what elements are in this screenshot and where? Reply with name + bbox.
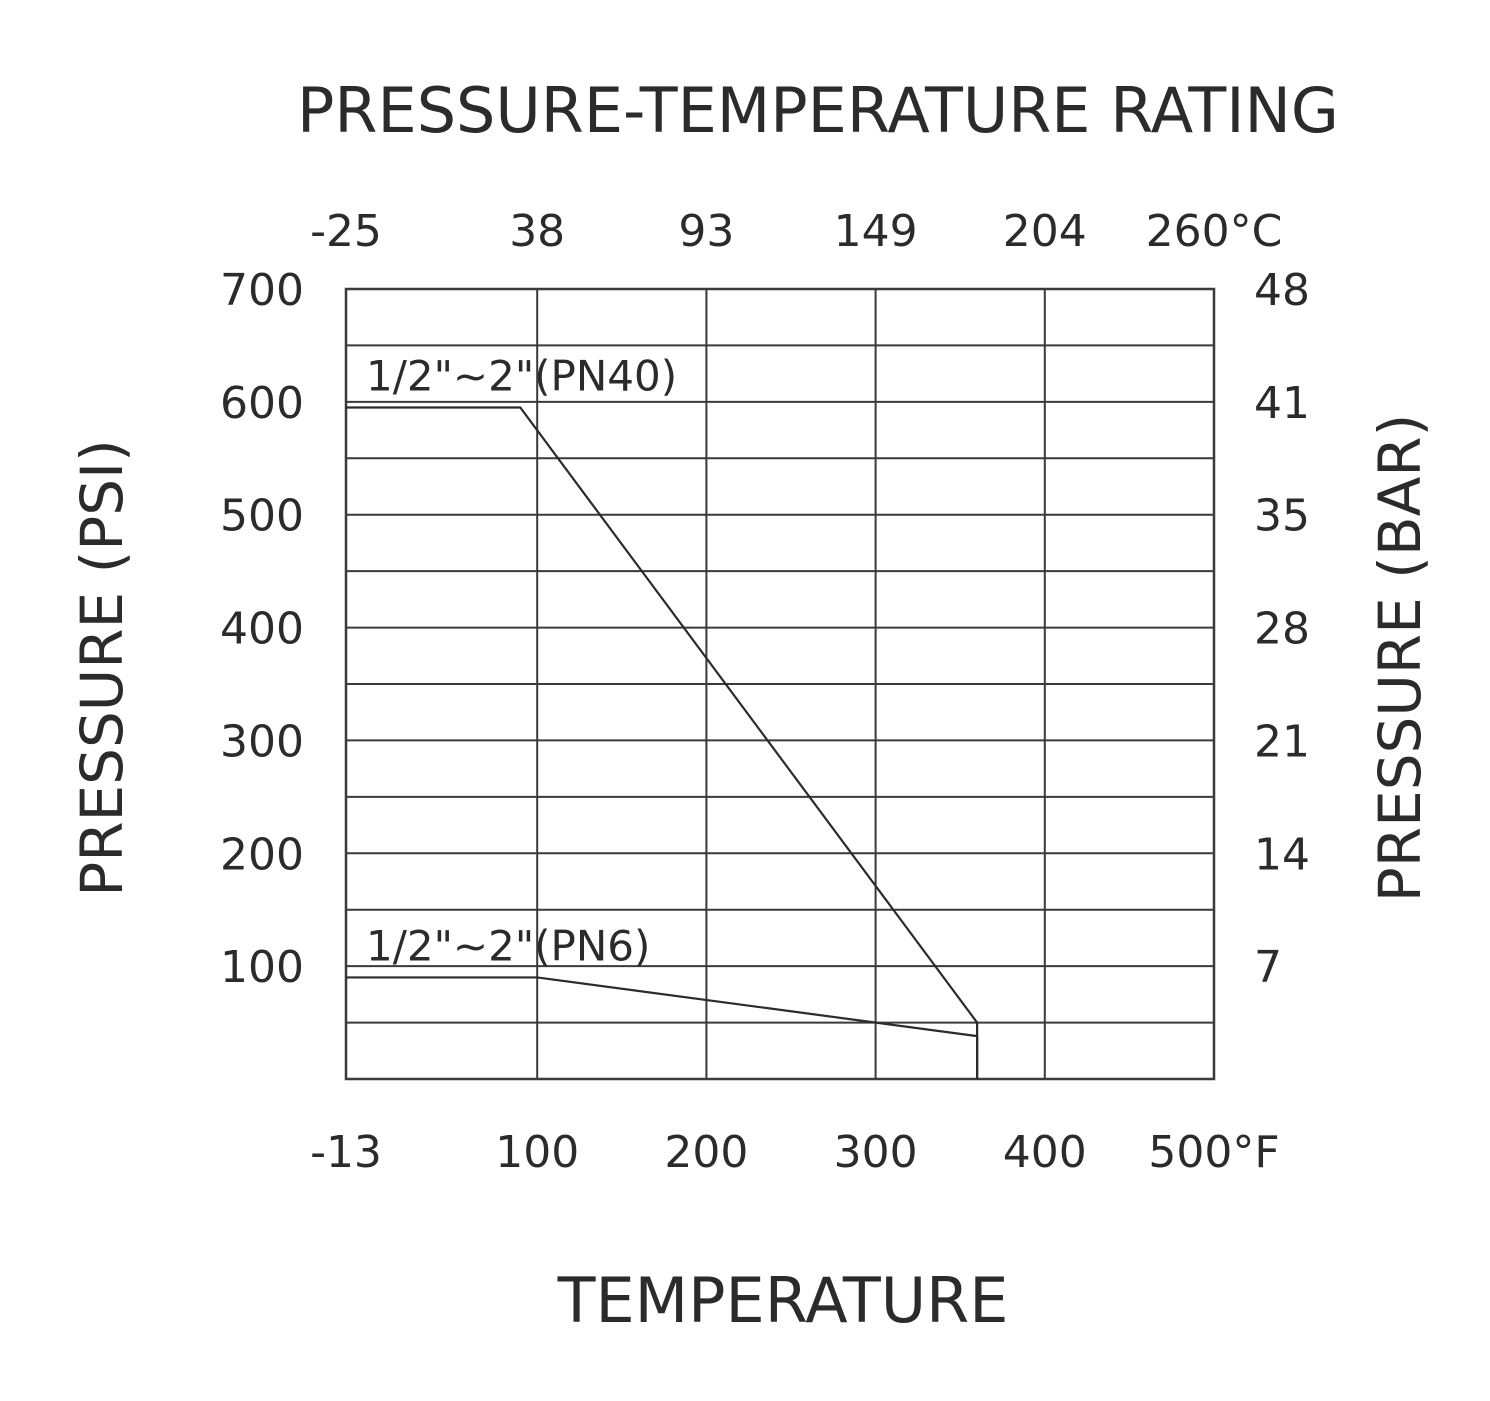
tick-labels: -13 100 200 300 400 500°F -25 38 93 149 204 260°C 10… <box>220 206 1310 1178</box>
y-left-tick-label: 400 <box>220 604 304 655</box>
x-bottom-tick-label: 400 <box>1003 1127 1087 1178</box>
y-left-tick-label: 200 <box>220 829 304 880</box>
x-bottom-tick-label: -13 <box>310 1127 382 1178</box>
y-axis-right-label: PRESSURE (BAR) <box>1366 414 1434 902</box>
y-right-tick-label: 48 <box>1254 265 1310 316</box>
plot-frame <box>344 287 1216 1081</box>
y-right-tick-label: 14 <box>1254 829 1310 880</box>
chart-title: PRESSURE-TEMPERATURE RATING <box>297 74 1339 147</box>
y-left-tick-label: 700 <box>220 265 304 316</box>
x-top-tick-label: 149 <box>834 206 918 257</box>
y-left-tick-label: 600 <box>220 378 304 429</box>
y-axis-left-label: PRESSURE (PSI) <box>68 439 136 897</box>
y-right-tick-label: 21 <box>1254 716 1310 767</box>
series-label: 1/2"~2"(PN40) <box>366 352 677 401</box>
x-bottom-tick-label: 100 <box>495 1127 579 1178</box>
y-left-tick-label: 100 <box>220 942 304 993</box>
x-top-tick-label: 204 <box>1003 206 1087 257</box>
x-top-tick-label: 260°C <box>1146 206 1283 257</box>
y-right-tick-label: 28 <box>1254 604 1310 655</box>
series-lines <box>346 406 979 1079</box>
x-top-tick-label: 38 <box>509 206 565 257</box>
x-top-tick-label: 93 <box>678 206 734 257</box>
x-bottom-tick-label: 500°F <box>1148 1127 1279 1178</box>
y-right-tick-label: 7 <box>1254 942 1282 993</box>
x-bottom-tick-label: 200 <box>664 1127 748 1178</box>
x-top-tick-label: -25 <box>310 206 382 257</box>
y-right-tick-label: 35 <box>1254 491 1310 542</box>
series-line <box>346 976 979 1079</box>
y-right-tick-label: 41 <box>1254 378 1310 429</box>
grid <box>344 287 1216 1081</box>
series-label: 1/2"~2"(PN6) <box>366 921 650 970</box>
x-bottom-tick-label: 300 <box>834 1127 918 1178</box>
y-left-tick-label: 300 <box>220 716 304 767</box>
y-left-tick-label: 500 <box>220 491 304 542</box>
labels: PRESSURE-TEMPERATURE RATING TEMPERATURE … <box>68 74 1434 1337</box>
x-axis-label: TEMPERATURE <box>557 1264 1009 1337</box>
